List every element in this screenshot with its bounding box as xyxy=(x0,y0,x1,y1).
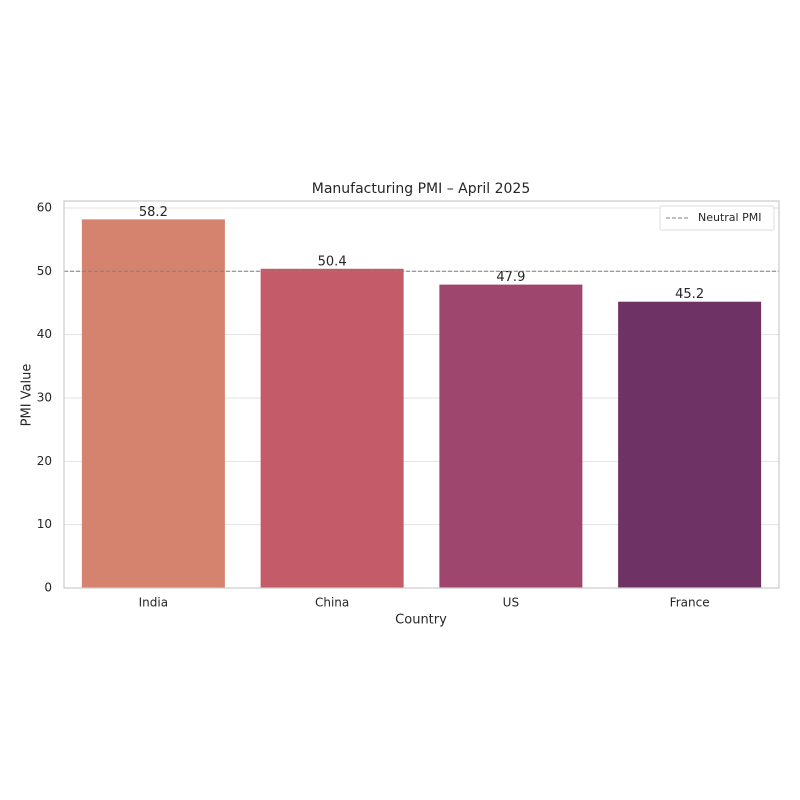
bar xyxy=(618,301,762,588)
x-tick-label: US xyxy=(503,596,519,610)
y-tick-label: 40 xyxy=(37,327,52,341)
y-tick-label: 20 xyxy=(37,454,52,468)
legend-box xyxy=(659,205,775,231)
y-tick-label: 30 xyxy=(37,390,52,404)
data-label: 50.4 xyxy=(318,254,347,269)
x-tick-label: India xyxy=(139,596,168,610)
y-tick-label: 0 xyxy=(44,581,52,595)
bar xyxy=(439,284,583,588)
x-tick-label: China xyxy=(315,596,349,610)
legend-label: Neutral PMI xyxy=(698,211,761,224)
x-axis-label: Country xyxy=(395,613,447,628)
bar xyxy=(81,219,225,588)
y-axis-label: PMI Value xyxy=(20,364,35,427)
data-label: 47.9 xyxy=(496,270,525,285)
chart-title: Manufacturing PMI – April 2025 xyxy=(312,181,530,197)
data-label: 58.2 xyxy=(139,205,168,220)
bar xyxy=(260,268,404,588)
x-tick-label: France xyxy=(670,596,710,610)
y-tick-label: 10 xyxy=(37,517,52,531)
y-tick-label: 50 xyxy=(37,264,52,278)
data-label: 45.2 xyxy=(675,287,704,302)
plot-frame xyxy=(63,200,780,589)
y-tick-label: 60 xyxy=(37,200,52,214)
